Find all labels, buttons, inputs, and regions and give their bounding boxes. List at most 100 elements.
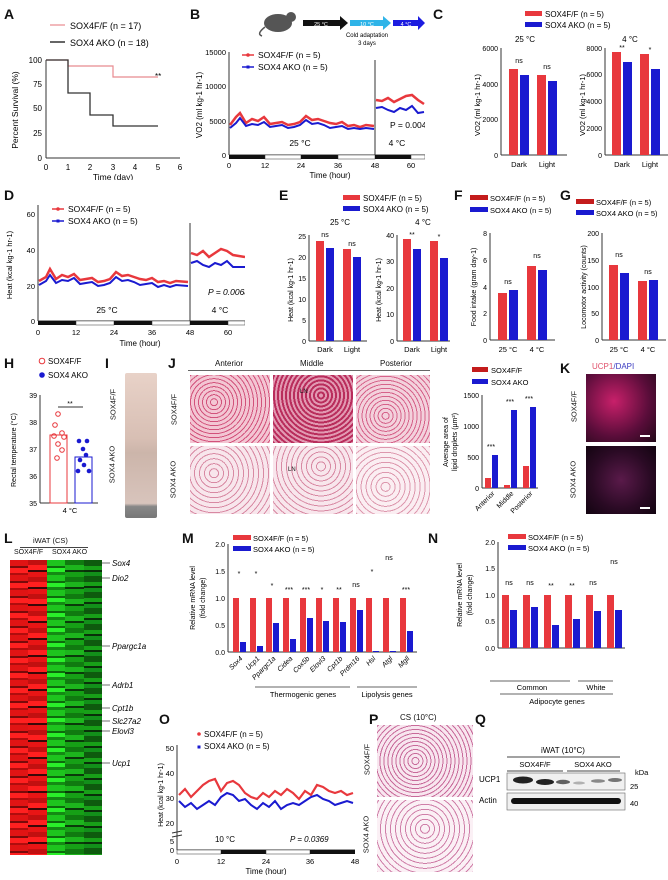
histology-image xyxy=(273,446,353,514)
svg-text:2000: 2000 xyxy=(586,126,602,133)
panel-label: B xyxy=(190,6,201,22)
svg-text:0.0: 0.0 xyxy=(215,650,225,657)
svg-text:20: 20 xyxy=(298,255,306,262)
svg-text:0: 0 xyxy=(38,154,43,163)
western-blot: iWAT (10°C) SOX4F/F SOX4 AKO UCP1 Actin … xyxy=(479,746,649,811)
food-intake-chart: SOX4F/F (n = 5) SOX4 AKO (n = 5) 0 2 4 6 8… xyxy=(470,194,555,354)
svg-text:36: 36 xyxy=(148,328,156,337)
col-label: Posterior xyxy=(380,359,413,368)
svg-text:ns: ns xyxy=(505,580,513,587)
svg-text:39: 39 xyxy=(29,393,37,400)
heatmap xyxy=(10,560,103,855)
svg-text:ns: ns xyxy=(644,269,652,276)
svg-text:UCP1: UCP1 xyxy=(479,775,501,784)
svg-text:Locomotor activity (counts): Locomotor activity (counts) xyxy=(581,245,588,329)
svg-text:ns: ns xyxy=(348,241,356,248)
panel-label: E xyxy=(279,187,289,203)
svg-text:Ppargc1a: Ppargc1a xyxy=(112,642,147,651)
svg-text:Sox4: Sox4 xyxy=(112,559,131,568)
panel-label: M xyxy=(182,530,194,546)
svg-text:0.5: 0.5 xyxy=(215,623,225,630)
svg-text:SOX4 AKO (n = 5): SOX4 AKO (n = 5) xyxy=(490,206,552,215)
svg-text:25 °C: 25 °C xyxy=(96,305,117,315)
panel-k: K UCP1/DAPI SOX4F/F SOX4 AKO xyxy=(560,360,668,530)
svg-text:20: 20 xyxy=(166,819,174,828)
svg-text:Cpt1b: Cpt1b xyxy=(112,704,134,713)
svg-text:25: 25 xyxy=(33,129,42,138)
col-label: Middle xyxy=(300,359,324,368)
svg-text:Light: Light xyxy=(642,160,659,169)
svg-text:Dark: Dark xyxy=(317,345,333,354)
svg-text:*: * xyxy=(321,587,324,594)
vo2-timecourse-chart: 25 °C 10 °C 4 °C Cold adaptation 3 days … xyxy=(195,12,431,180)
svg-text:Relative mRNA level: Relative mRNA level xyxy=(190,566,197,630)
svg-text:10: 10 xyxy=(386,312,394,319)
vo2-bar-charts: SOX4F/F (n = 5) SOX4 AKO (n = 5) 25 °C 0… xyxy=(473,10,668,169)
panel-p: P CS (10°C) SOX4F/F SOX4 AKO xyxy=(362,705,475,875)
svg-text:ns: ns xyxy=(615,252,623,259)
svg-text:48: 48 xyxy=(351,857,359,866)
svg-text:30: 30 xyxy=(386,259,394,266)
histology-image xyxy=(377,800,473,872)
svg-text:100: 100 xyxy=(587,285,599,292)
svg-text:Time (day): Time (day) xyxy=(93,172,133,180)
svg-text:4 °C: 4 °C xyxy=(415,218,431,227)
svg-text:0: 0 xyxy=(302,339,306,346)
svg-text:15: 15 xyxy=(298,276,306,283)
svg-text:Time (hour): Time (hour) xyxy=(245,867,286,875)
svg-text:Food intake (gram day-1): Food intake (gram day-1) xyxy=(471,248,478,327)
svg-text:**: ** xyxy=(67,401,73,408)
svg-text:ns: ns xyxy=(589,580,597,587)
svg-text:2: 2 xyxy=(88,163,93,172)
panel-label: A xyxy=(4,6,15,22)
iwat-photo xyxy=(125,373,157,518)
svg-text:ns: ns xyxy=(352,582,360,589)
panel-h: H SOX4F/F SOX4 AKO 35 36 37 38 39 ** 4 °C … xyxy=(0,355,100,515)
svg-text:24: 24 xyxy=(110,328,118,337)
svg-text:10 °C: 10 °C xyxy=(215,835,235,844)
group-label: SOX4F/F xyxy=(14,549,44,556)
panel-label: C xyxy=(433,6,444,22)
svg-text:***: *** xyxy=(402,587,410,594)
svg-text:6: 6 xyxy=(483,258,487,265)
svg-text:Elovl3: Elovl3 xyxy=(112,727,134,736)
svg-text:SOX4F/F (n = 5): SOX4F/F (n = 5) xyxy=(363,194,422,203)
panel-g: G SOX4F/F (n = 5) SOX4 AKO (n = 5) 0 50 1… xyxy=(558,185,668,355)
panel-j-chart: SOX4F/F SOX4 AKO 0 500 1000 1500 *** *** *… xyxy=(430,360,540,530)
svg-text:2.0: 2.0 xyxy=(215,542,225,549)
svg-text:0: 0 xyxy=(175,857,179,866)
histology-image xyxy=(190,446,270,514)
svg-text:40: 40 xyxy=(386,233,394,240)
svg-text:0: 0 xyxy=(222,151,226,160)
histology-image xyxy=(356,375,430,443)
histology-image xyxy=(356,446,430,514)
svg-text:Cox5b: Cox5b xyxy=(292,655,311,674)
svg-text:SOX4F/F (n = 5): SOX4F/F (n = 5) xyxy=(490,194,546,203)
svg-text:4 °C: 4 °C xyxy=(641,345,656,354)
svg-text:40: 40 xyxy=(166,769,174,778)
svg-text:SOX4F/F (n = 5): SOX4F/F (n = 5) xyxy=(545,10,604,19)
svg-text:SOX4 AKO (n = 5): SOX4 AKO (n = 5) xyxy=(204,742,270,751)
panel-label: Q xyxy=(475,711,486,727)
svg-text:ns: ns xyxy=(526,580,534,587)
svg-text:3: 3 xyxy=(111,163,116,172)
svg-text:30: 30 xyxy=(166,794,174,803)
panel-m: M SOX4F/F (n = 5) SOX4 AKO (n = 5) 0.0 0.… xyxy=(155,530,420,700)
svg-text:SOX4F/F (n = 5): SOX4F/F (n = 5) xyxy=(253,534,309,543)
svg-text:Dark: Dark xyxy=(511,160,527,169)
histology-image xyxy=(190,375,270,443)
svg-text:10 °C: 10 °C xyxy=(360,22,374,28)
svg-text:Mgll: Mgll xyxy=(397,655,411,669)
svg-text:0: 0 xyxy=(31,317,35,326)
svg-text:Average area of: Average area of xyxy=(443,417,450,467)
panel-label: I xyxy=(105,355,109,371)
svg-text:25: 25 xyxy=(298,234,306,241)
svg-text:**: ** xyxy=(409,232,415,239)
svg-text:**: ** xyxy=(569,583,575,590)
svg-text:SOX4F/F (n = 5): SOX4F/F (n = 5) xyxy=(528,533,584,542)
svg-text:37: 37 xyxy=(29,447,37,454)
svg-text:SOX4F/F: SOX4F/F xyxy=(491,366,523,375)
svg-text:Light: Light xyxy=(344,345,361,354)
svg-text:2.0: 2.0 xyxy=(485,540,495,547)
svg-text:4 °C: 4 °C xyxy=(401,22,412,28)
